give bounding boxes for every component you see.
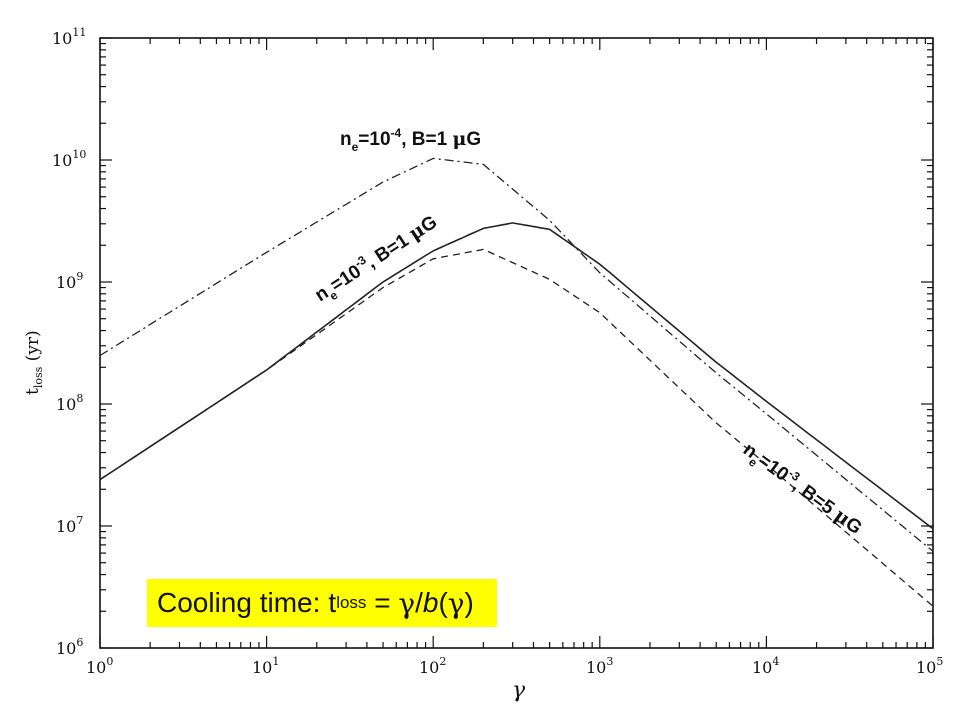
callout-paren-close: ) bbox=[464, 587, 474, 618]
y-tick-label-8: 108 bbox=[56, 392, 83, 414]
callout-t: t bbox=[328, 587, 337, 618]
series-line-dashed bbox=[99, 248, 934, 607]
x-tick-label-1: 101 bbox=[252, 655, 279, 677]
annotation-ne-1e-4-b1: ne=10-4, B=1 μG bbox=[340, 126, 481, 154]
x-tick-label-2: 102 bbox=[419, 655, 446, 677]
x-tick-labels: 100 101 102 103 104 105 bbox=[86, 655, 943, 677]
y-tick-label-6: 106 bbox=[56, 636, 83, 658]
callout-sub: loss bbox=[336, 593, 367, 612]
plot-frame bbox=[99, 37, 934, 649]
x-tick-label-4: 104 bbox=[752, 655, 779, 677]
y-tick-label-10: 1010 bbox=[52, 148, 86, 170]
cooling-time-callout: Cooling time: t loss = γ / b(γ) bbox=[147, 579, 497, 627]
callout-paren-open: ( bbox=[438, 587, 448, 618]
callout-eq: = bbox=[366, 587, 399, 618]
callout-slash: / bbox=[415, 587, 423, 618]
x-tick-label-3: 103 bbox=[586, 655, 613, 677]
y-axis-title: tloss (yr) bbox=[23, 330, 45, 395]
callout-gamma: γ bbox=[398, 586, 416, 620]
lines-layer bbox=[99, 157, 934, 607]
series-line-solid bbox=[99, 222, 934, 530]
y-tick-labels: 106 107 108 109 1010 1011 bbox=[52, 26, 86, 658]
x-tick-label-0: 100 bbox=[86, 655, 113, 677]
series-line-dashdot bbox=[99, 157, 934, 552]
callout-gamma2: γ bbox=[447, 586, 465, 620]
callout-b: b bbox=[422, 587, 439, 618]
callout-prefix: Cooling time: bbox=[157, 587, 321, 618]
annotation-ne-1e-3-b1: ne=10-3, B=1 μG bbox=[310, 209, 444, 309]
x-tick-label-5: 105 bbox=[916, 655, 943, 677]
x-axis-title: γ bbox=[512, 678, 526, 703]
ticks-layer bbox=[99, 37, 934, 649]
annotation-ne-1e-3-b5: ne=10-3, B=5 μG bbox=[737, 437, 868, 543]
y-tick-label-7: 107 bbox=[56, 514, 83, 536]
y-tick-label-9: 109 bbox=[56, 270, 83, 292]
y-tick-label-11: 1011 bbox=[52, 26, 86, 48]
